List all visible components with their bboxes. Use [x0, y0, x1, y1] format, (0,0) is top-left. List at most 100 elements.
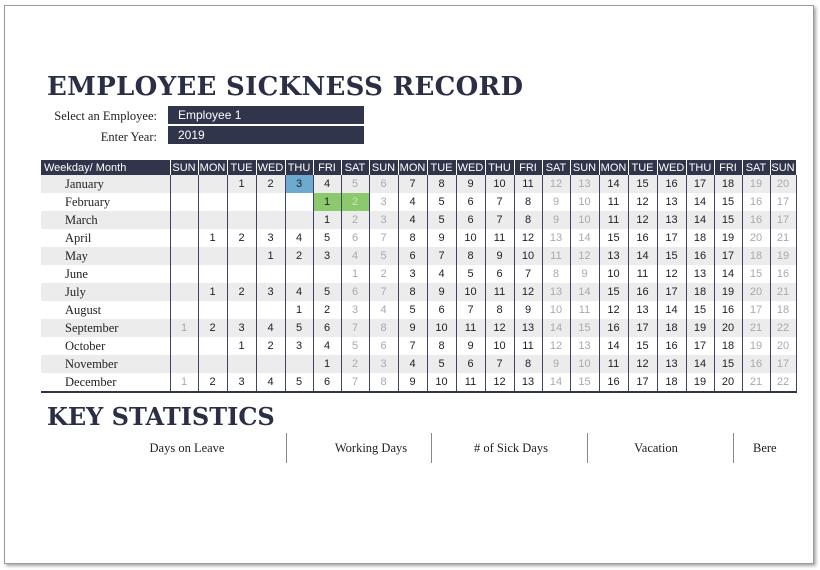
day-cell[interactable]: 12: [657, 265, 687, 283]
day-cell[interactable]: 12: [628, 211, 658, 229]
day-cell[interactable]: 7: [369, 283, 399, 301]
day-cell[interactable]: 6: [313, 373, 342, 393]
day-cell[interactable]: 15: [628, 337, 658, 355]
day-cell[interactable]: 8: [369, 373, 399, 393]
day-cell[interactable]: 6: [341, 283, 370, 301]
day-cell[interactable]: 12: [599, 301, 629, 319]
day-cell[interactable]: 13: [514, 319, 543, 337]
day-cell[interactable]: 2: [227, 229, 257, 247]
day-cell[interactable]: 13: [657, 355, 687, 373]
day-cell[interactable]: 13: [686, 265, 715, 283]
day-cell[interactable]: 16: [628, 283, 658, 301]
day-cell[interactable]: 3: [369, 355, 399, 373]
day-cell[interactable]: 10: [456, 283, 486, 301]
day-cell[interactable]: 9: [570, 265, 600, 283]
day-cell[interactable]: 5: [427, 211, 457, 229]
day-cell[interactable]: 11: [599, 193, 629, 211]
day-cell[interactable]: 13: [514, 373, 543, 393]
day-cell[interactable]: 8: [514, 193, 543, 211]
day-cell[interactable]: 2: [198, 373, 228, 393]
day-cell[interactable]: 1: [256, 247, 286, 265]
day-cell[interactable]: 16: [628, 229, 658, 247]
employee-select[interactable]: Employee 1: [168, 106, 364, 124]
day-cell[interactable]: 11: [514, 337, 543, 355]
day-cell[interactable]: 17: [770, 193, 797, 211]
day-cell[interactable]: 3: [285, 337, 314, 355]
day-cell[interactable]: 1: [227, 175, 257, 193]
day-cell[interactable]: 9: [456, 175, 486, 193]
day-cell[interactable]: 11: [599, 355, 629, 373]
day-cell[interactable]: 4: [285, 229, 314, 247]
day-cell[interactable]: 10: [427, 319, 457, 337]
day-cell[interactable]: 1: [341, 265, 370, 283]
day-cell[interactable]: 11: [485, 229, 515, 247]
day-cell[interactable]: 18: [657, 319, 687, 337]
day-cell[interactable]: 12: [514, 229, 543, 247]
day-cell[interactable]: 7: [341, 319, 370, 337]
day-cell[interactable]: 3: [369, 193, 399, 211]
day-cell[interactable]: 17: [686, 175, 715, 193]
day-cell[interactable]: 14: [686, 193, 715, 211]
day-cell[interactable]: 11: [456, 319, 486, 337]
day-cell[interactable]: 2: [341, 355, 370, 373]
day-cell[interactable]: 5: [313, 229, 342, 247]
day-cell[interactable]: 4: [313, 337, 342, 355]
day-cell[interactable]: 19: [742, 337, 771, 355]
day-cell[interactable]: 4: [256, 319, 286, 337]
day-cell[interactable]: 4: [427, 265, 457, 283]
day-cell[interactable]: 15: [742, 265, 771, 283]
day-cell[interactable]: 14: [599, 337, 629, 355]
day-cell[interactable]: 14: [542, 319, 571, 337]
day-cell[interactable]: 10: [570, 193, 600, 211]
day-cell[interactable]: 2: [256, 337, 286, 355]
day-cell[interactable]: 20: [742, 283, 771, 301]
day-cell[interactable]: 2: [256, 175, 286, 193]
day-cell[interactable]: 4: [256, 373, 286, 393]
day-cell[interactable]: 5: [341, 175, 370, 193]
day-cell[interactable]: 7: [485, 355, 515, 373]
day-cell[interactable]: 1: [313, 193, 342, 211]
day-cell[interactable]: 18: [742, 247, 771, 265]
day-cell[interactable]: 8: [542, 265, 571, 283]
day-cell[interactable]: 12: [570, 247, 600, 265]
day-cell[interactable]: 14: [686, 355, 715, 373]
day-cell[interactable]: 10: [570, 211, 600, 229]
day-cell[interactable]: 1: [170, 373, 199, 393]
day-cell[interactable]: 12: [514, 283, 543, 301]
day-cell[interactable]: 3: [256, 283, 286, 301]
day-cell[interactable]: 17: [657, 283, 687, 301]
day-cell[interactable]: 3: [341, 301, 370, 319]
day-cell[interactable]: 11: [542, 247, 571, 265]
day-cell[interactable]: 16: [770, 265, 797, 283]
day-cell[interactable]: 14: [628, 247, 658, 265]
day-cell[interactable]: 6: [427, 301, 457, 319]
day-cell[interactable]: 14: [657, 301, 687, 319]
day-cell[interactable]: 7: [398, 175, 428, 193]
day-cell[interactable]: 3: [227, 373, 257, 393]
day-cell[interactable]: 3: [313, 247, 342, 265]
day-cell[interactable]: 15: [714, 193, 743, 211]
day-cell[interactable]: 7: [398, 337, 428, 355]
day-cell[interactable]: 5: [427, 193, 457, 211]
day-cell[interactable]: 11: [485, 283, 515, 301]
day-cell[interactable]: 14: [570, 229, 600, 247]
day-cell[interactable]: 12: [485, 319, 515, 337]
day-cell[interactable]: 1: [285, 301, 314, 319]
day-cell[interactable]: 5: [427, 355, 457, 373]
day-cell[interactable]: 1: [227, 337, 257, 355]
day-cell[interactable]: 16: [599, 319, 629, 337]
day-cell[interactable]: 2: [285, 247, 314, 265]
day-cell[interactable]: 20: [714, 373, 743, 393]
day-cell[interactable]: 10: [427, 373, 457, 393]
day-cell[interactable]: 13: [542, 283, 571, 301]
day-cell[interactable]: 20: [742, 229, 771, 247]
day-cell[interactable]: 18: [714, 337, 743, 355]
day-cell[interactable]: 14: [686, 211, 715, 229]
day-cell[interactable]: 10: [456, 229, 486, 247]
day-cell[interactable]: 17: [628, 373, 658, 393]
day-cell[interactable]: 4: [369, 301, 399, 319]
day-cell[interactable]: 13: [657, 211, 687, 229]
day-cell[interactable]: 20: [770, 337, 797, 355]
day-cell[interactable]: 8: [427, 337, 457, 355]
day-cell[interactable]: 19: [686, 319, 715, 337]
